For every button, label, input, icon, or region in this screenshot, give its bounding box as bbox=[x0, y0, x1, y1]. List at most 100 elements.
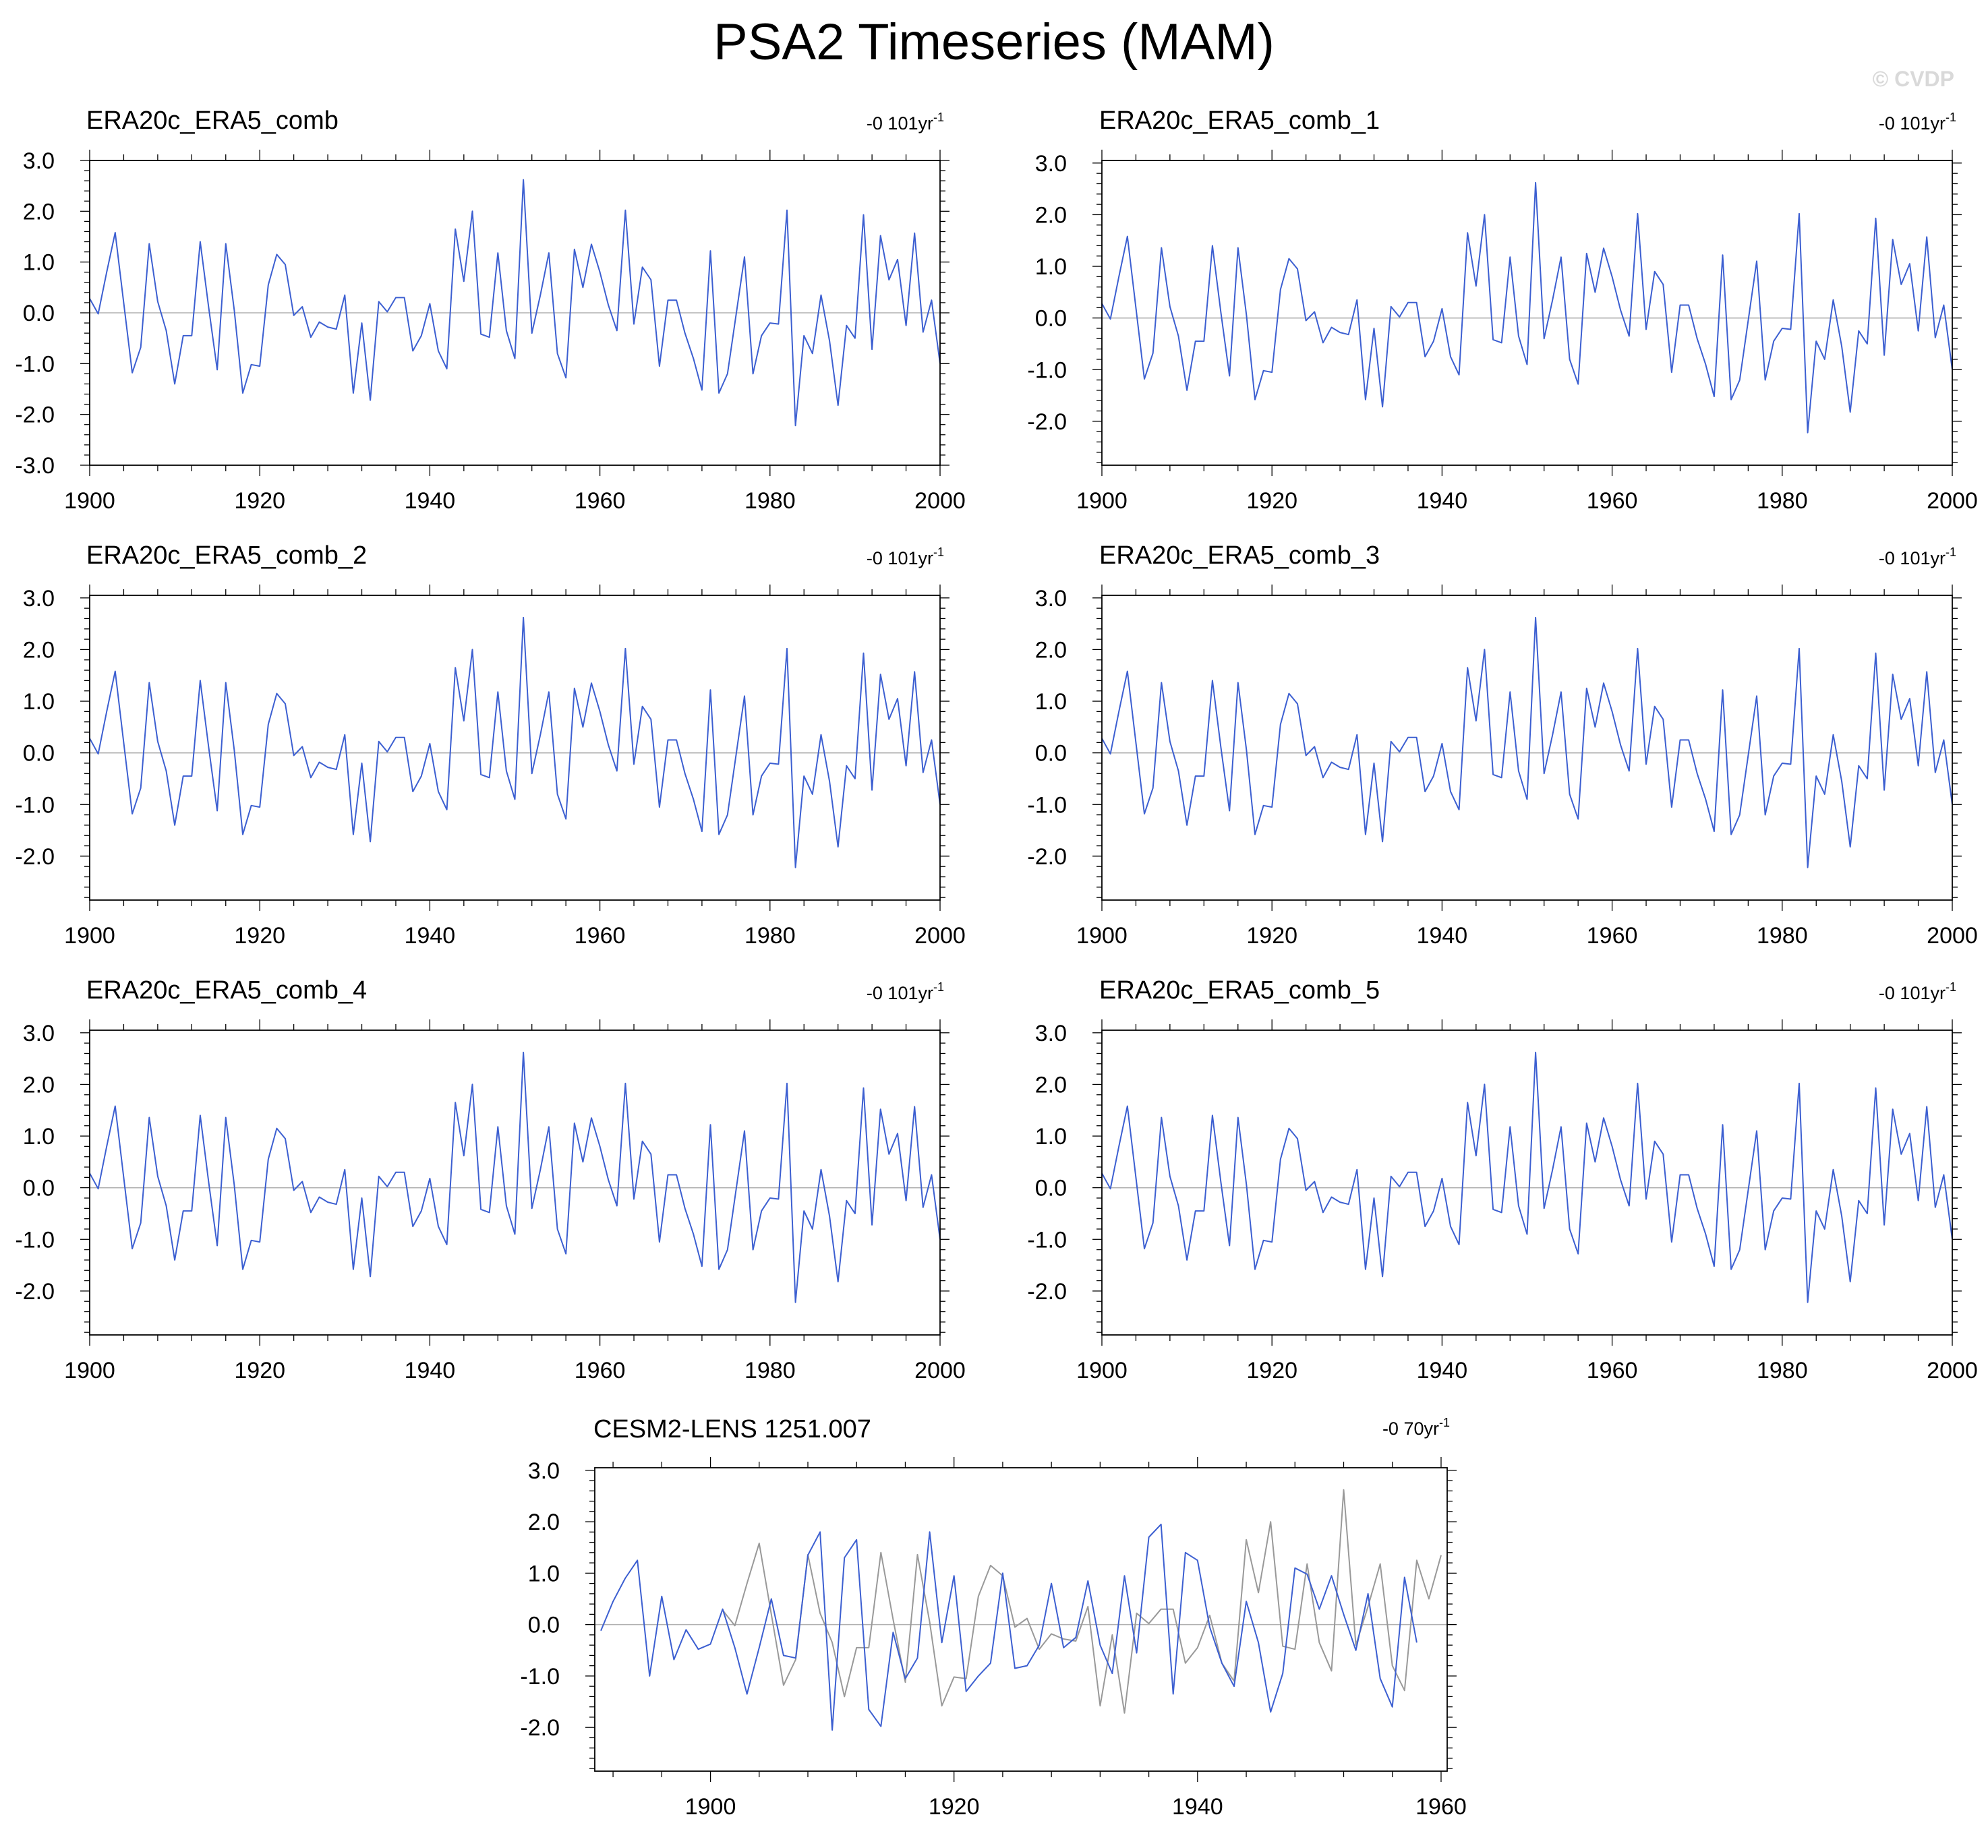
trend-exponent: -1 bbox=[1946, 980, 1956, 994]
panel-title: ERA20c_ERA5_comb_4 bbox=[86, 976, 367, 1005]
y-tick-label: 0.0 bbox=[1035, 741, 1067, 767]
plot-frame bbox=[1101, 160, 1953, 466]
panel-era20c-era5-comb-3: ERA20c_ERA5_comb_3 -0 101yr-1 3.0 2.0 1.0 0… bbox=[1027, 541, 1977, 949]
trend-label: -0 101yr-1 bbox=[867, 980, 944, 1003]
y-tick-label: 2.0 bbox=[23, 637, 55, 663]
y-tick-label: -1.0 bbox=[1027, 1227, 1067, 1253]
series-line bbox=[89, 1051, 941, 1303]
plot-frame bbox=[1101, 1030, 1953, 1336]
y-tick-label: -2.0 bbox=[1027, 1279, 1067, 1305]
panel-title: ERA20c_ERA5_comb bbox=[86, 107, 339, 135]
series-line bbox=[1101, 181, 1953, 434]
y-tick-label: 3.0 bbox=[1035, 151, 1067, 177]
y-tick-label: -1.0 bbox=[1027, 792, 1067, 818]
x-tick-label: 2000 bbox=[1927, 488, 1978, 514]
y-tick-label: 1.0 bbox=[1035, 689, 1067, 715]
x-tick-label: 1920 bbox=[234, 1358, 285, 1383]
y-tick-label: 3.0 bbox=[23, 148, 55, 174]
trend-exponent: -1 bbox=[1946, 545, 1956, 559]
series-line bbox=[1101, 616, 1953, 868]
panel-era20c-era5-comb-4: ERA20c_ERA5_comb_4 -0 101yr-1 3.0 2.0 1.0 0… bbox=[15, 976, 965, 1383]
x-tick-label: 2000 bbox=[914, 488, 966, 514]
x-tick-label: 2000 bbox=[1927, 1358, 1978, 1383]
y-tick-label: 0.0 bbox=[1035, 1176, 1067, 1201]
series-line bbox=[89, 179, 941, 427]
y-tick-label: 3.0 bbox=[1035, 586, 1067, 612]
y-tick-label: 0.0 bbox=[23, 741, 55, 767]
trend-label: -0 70yr-1 bbox=[1382, 1416, 1450, 1439]
y-tick-label: -1.0 bbox=[15, 1227, 55, 1253]
panel-title: ERA20c_ERA5_comb_1 bbox=[1099, 107, 1380, 135]
x-tick-label: 1980 bbox=[1757, 923, 1808, 949]
y-tick-label: -2.0 bbox=[15, 1279, 55, 1305]
x-tick-label: 1900 bbox=[64, 1358, 115, 1383]
x-tick-label: 1920 bbox=[234, 923, 285, 949]
y-tick-label: 0.0 bbox=[528, 1613, 560, 1638]
y-tick-label: 3.0 bbox=[23, 586, 55, 612]
x-tick-label: 1920 bbox=[1246, 923, 1297, 949]
y-tick-label: 1.0 bbox=[1035, 1124, 1067, 1150]
plot-frame bbox=[1101, 595, 1953, 901]
panel-era20c-era5-comb: ERA20c_ERA5_comb -0 101yr-1 3.0 2.0 1.0 0.0… bbox=[15, 107, 965, 514]
y-tick-label: 1.0 bbox=[528, 1561, 560, 1586]
x-tick-label: 1960 bbox=[1587, 923, 1638, 949]
x-tick-label: 1960 bbox=[1587, 488, 1638, 514]
trend-value: -0 101yr bbox=[1879, 548, 1946, 568]
x-tick-label: 1900 bbox=[64, 923, 115, 949]
trend-value: -0 101yr bbox=[867, 113, 933, 133]
y-tick-label: -2.0 bbox=[1027, 409, 1067, 435]
trend-value: -0 101yr bbox=[1879, 983, 1946, 1003]
panel-title: ERA20c_ERA5_comb_2 bbox=[86, 541, 367, 570]
trend-value: -0 101yr bbox=[1879, 113, 1946, 133]
x-tick-label: 1960 bbox=[575, 923, 626, 949]
x-tick-label: 1960 bbox=[1587, 1358, 1638, 1383]
x-tick-label: 1960 bbox=[575, 1358, 626, 1383]
plot-frame bbox=[594, 1467, 1448, 1772]
x-tick-label: 1980 bbox=[744, 1358, 796, 1383]
y-tick-label: 2.0 bbox=[1035, 202, 1067, 228]
x-tick-label: 1940 bbox=[1172, 1794, 1223, 1820]
series-line bbox=[600, 1523, 1417, 1731]
trend-value: -0 70yr bbox=[1382, 1419, 1439, 1439]
y-tick-label: 3.0 bbox=[23, 1021, 55, 1046]
y-tick-label: 1.0 bbox=[23, 1124, 55, 1150]
x-tick-label: 1940 bbox=[1417, 488, 1468, 514]
y-tick-label: 1.0 bbox=[1035, 254, 1067, 280]
trend-exponent: -1 bbox=[1946, 111, 1956, 124]
y-tick-label: -2.0 bbox=[15, 844, 55, 870]
trend-exponent: -1 bbox=[933, 111, 944, 124]
x-tick-label: 1980 bbox=[744, 923, 796, 949]
panel-era20c-era5-comb-5: ERA20c_ERA5_comb_5 -0 101yr-1 3.0 2.0 1.0 0… bbox=[1027, 976, 1977, 1383]
x-tick-label: 1920 bbox=[1246, 1358, 1297, 1383]
y-tick-label: 0.0 bbox=[1035, 306, 1067, 332]
panel-era20c-era5-comb-2: ERA20c_ERA5_comb_2 -0 101yr-1 3.0 2.0 1.0 0… bbox=[15, 541, 965, 949]
x-tick-label: 1900 bbox=[1076, 1358, 1128, 1383]
series-line bbox=[89, 616, 941, 868]
panel-title: ERA20c_ERA5_comb_3 bbox=[1099, 541, 1380, 570]
plot-frame bbox=[89, 160, 941, 466]
y-tick-label: 2.0 bbox=[1035, 637, 1067, 663]
figure-title: PSA2 Timeseries (MAM) bbox=[713, 13, 1275, 71]
x-tick-label: 1920 bbox=[1246, 488, 1297, 514]
panel-title: CESM2-LENS 1251.007 bbox=[593, 1415, 871, 1443]
x-tick-label: 1980 bbox=[744, 488, 796, 514]
y-tick-label: 3.0 bbox=[528, 1458, 560, 1484]
trend-exponent: -1 bbox=[933, 980, 944, 994]
x-tick-label: 1940 bbox=[1417, 1358, 1468, 1383]
y-tick-label: 1.0 bbox=[23, 689, 55, 715]
x-tick-label: 1920 bbox=[234, 488, 285, 514]
y-tick-label: -2.0 bbox=[15, 403, 55, 428]
y-tick-label: 2.0 bbox=[23, 1072, 55, 1098]
x-tick-label: 1940 bbox=[405, 1358, 456, 1383]
x-tick-label: 2000 bbox=[914, 1358, 966, 1383]
y-tick-label: -1.0 bbox=[15, 351, 55, 377]
x-tick-label: 1940 bbox=[1417, 923, 1468, 949]
trend-exponent: -1 bbox=[1439, 1416, 1450, 1429]
y-tick-label: -1.0 bbox=[1027, 357, 1067, 383]
x-tick-label: 1960 bbox=[1415, 1794, 1467, 1820]
panel-title: ERA20c_ERA5_comb_5 bbox=[1099, 976, 1380, 1005]
panel-era20c-era5-comb-1: ERA20c_ERA5_comb_1 -0 101yr-1 3.0 2.0 1.0 0… bbox=[1027, 107, 1977, 514]
x-tick-label: 1980 bbox=[1757, 488, 1808, 514]
plot-frame bbox=[89, 595, 941, 901]
